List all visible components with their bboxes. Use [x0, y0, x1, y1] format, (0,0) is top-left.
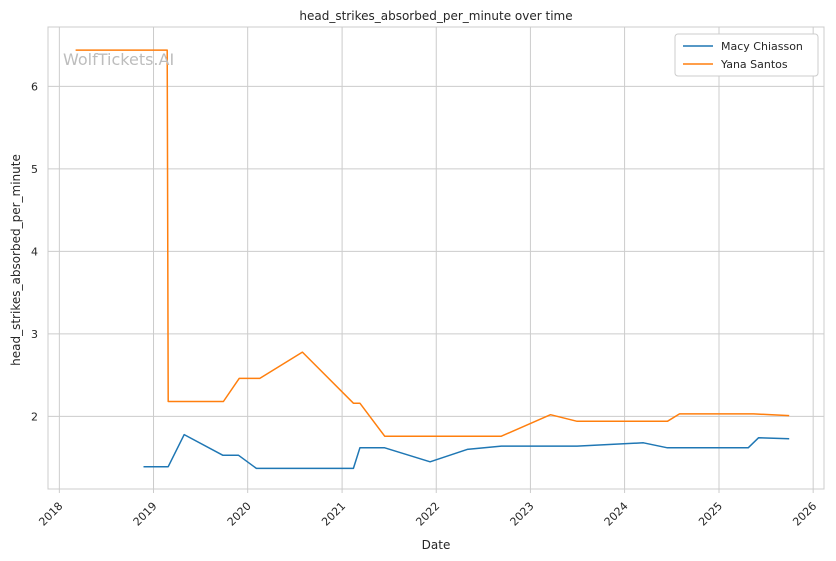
- series-line-yana-santos: [75, 49, 790, 437]
- y-tick-label: 2: [31, 410, 38, 423]
- chart-title: head_strikes_absorbed_per_minute over ti…: [299, 9, 572, 23]
- x-tick-label: 2022: [413, 500, 442, 529]
- x-tick-label: 2023: [508, 500, 537, 529]
- legend-label-yana: Yana Santos: [720, 58, 788, 71]
- series-layer: [75, 49, 790, 470]
- y-tick-label: 4: [31, 245, 38, 258]
- grid: [48, 27, 824, 489]
- x-tick-label: 2026: [790, 500, 819, 529]
- series-line-macy-chiasson: [143, 433, 790, 470]
- x-tick-label: 2025: [696, 500, 725, 529]
- legend-box: [674, 33, 819, 77]
- x-axis-label: Date: [422, 538, 451, 552]
- x-tick-label: 2020: [225, 500, 254, 529]
- watermark: WolfTickets.AI: [63, 50, 174, 69]
- x-ticks: 2018 2019 2020 2021 2022 2023 2024 2025 2026: [36, 489, 819, 529]
- x-tick-label: 2019: [131, 500, 160, 529]
- x-tick-label: 2018: [36, 500, 65, 529]
- y-tick-label: 3: [31, 328, 38, 341]
- y-ticks: 2 3 4 5 6: [31, 80, 38, 423]
- x-tick-label: 2021: [319, 500, 348, 529]
- y-tick-label: 6: [31, 80, 38, 93]
- legend: Macy Chiasson Yana Santos: [674, 33, 819, 77]
- legend-label-macy: Macy Chiasson: [721, 40, 803, 53]
- y-axis-label: head_strikes_absorbed_per_minute: [9, 154, 23, 366]
- y-tick-label: 5: [31, 163, 38, 176]
- x-tick-label: 2024: [602, 500, 631, 529]
